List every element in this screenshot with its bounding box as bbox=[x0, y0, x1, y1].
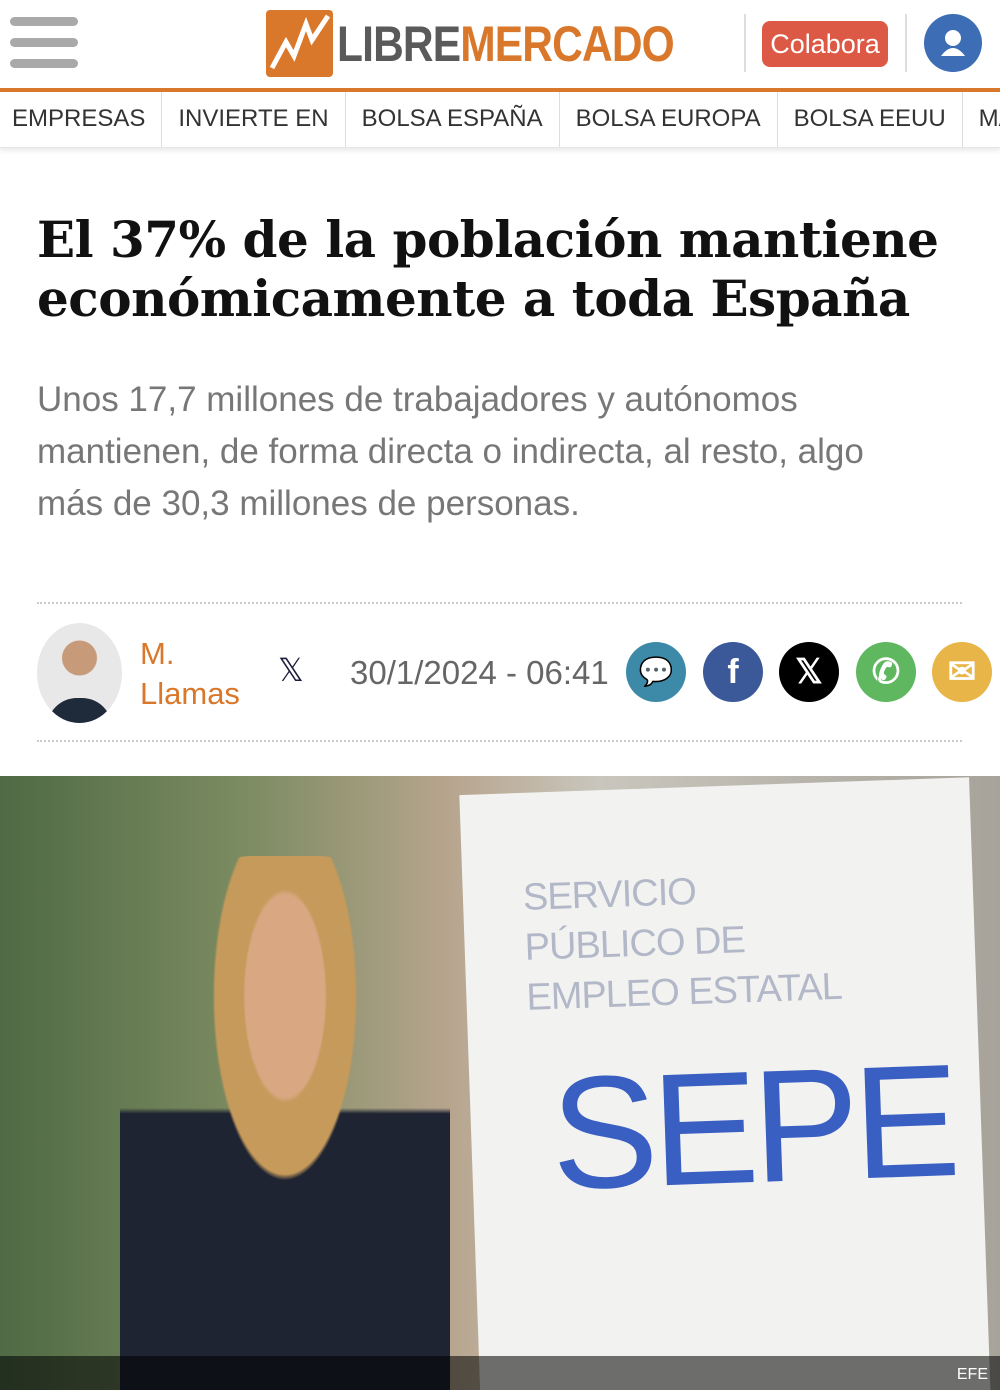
publish-date: 30/1/2024 - 06:41 bbox=[350, 654, 609, 691]
divider bbox=[37, 602, 962, 604]
top-bar: LIBREMERCADO Colabora bbox=[0, 0, 1000, 92]
article-lead: Unos 17,7 millones de trabajadores y aut… bbox=[37, 380, 864, 523]
x-share-button[interactable]: 𝕏 bbox=[779, 642, 839, 702]
whatsapp-icon: ✆ bbox=[871, 653, 901, 691]
comment-icon: 💬 bbox=[638, 656, 674, 687]
logo-text-libre: LIBRE bbox=[337, 15, 461, 72]
nav-item-empresas[interactable]: EMPRESAS bbox=[0, 92, 163, 147]
facebook-icon: f bbox=[727, 653, 739, 691]
sign-text: SERVICIO PÚBLICO DE EMPLEO ESTATAL bbox=[522, 870, 843, 1019]
caption-bar bbox=[0, 1356, 1000, 1390]
speaker bbox=[120, 856, 450, 1390]
author-name[interactable]: M. Llamas bbox=[140, 636, 240, 711]
divider bbox=[744, 14, 746, 72]
section-nav: EMPRESAS INVIERTE EN BOLSA ESPAÑA BOLSA … bbox=[0, 92, 1000, 148]
comments-button[interactable]: 💬 bbox=[626, 642, 686, 702]
logo[interactable]: LIBREMERCADO bbox=[266, 10, 733, 77]
logo-text-mercado: MERCADO bbox=[460, 15, 674, 72]
nav-item-invierte-en[interactable]: INVIERTE EN bbox=[162, 92, 346, 147]
user-account-icon[interactable] bbox=[924, 14, 982, 72]
divider bbox=[905, 14, 907, 72]
menu-icon[interactable] bbox=[10, 17, 78, 80]
x-icon: 𝕏 bbox=[795, 653, 823, 691]
article-photo[interactable]: SERVICIO PÚBLICO DE EMPLEO ESTATAL SEPE … bbox=[0, 776, 1000, 1390]
nav-item-bolsa-espana[interactable]: BOLSA ESPAÑA bbox=[346, 92, 560, 147]
article-title: El 37% de la población mantiene económic… bbox=[37, 210, 939, 328]
email-icon: ✉ bbox=[947, 653, 977, 691]
nav-item-bolsa-eeuu[interactable]: BOLSA EEUU bbox=[778, 92, 963, 147]
photo-credit: EFE bbox=[956, 1366, 988, 1383]
author-avatar[interactable] bbox=[37, 623, 122, 723]
author-x-link-icon[interactable]: 𝕏 bbox=[278, 652, 304, 688]
logo-chart-icon bbox=[266, 10, 333, 77]
sign-logo: SEPE bbox=[548, 1030, 957, 1224]
nav-item-bolsa-europa[interactable]: BOLSA EUROPA bbox=[560, 92, 778, 147]
email-share-button[interactable]: ✉ bbox=[932, 642, 992, 702]
nav-item-materias-primas[interactable]: MATERIAS PR bbox=[963, 92, 1000, 147]
whatsapp-share-button[interactable]: ✆ bbox=[856, 642, 916, 702]
divider bbox=[37, 740, 962, 742]
colabora-button[interactable]: Colabora bbox=[762, 21, 888, 67]
sepe-sign: SERVICIO PÚBLICO DE EMPLEO ESTATAL SEPE bbox=[459, 777, 991, 1390]
facebook-share-button[interactable]: f bbox=[703, 642, 763, 702]
